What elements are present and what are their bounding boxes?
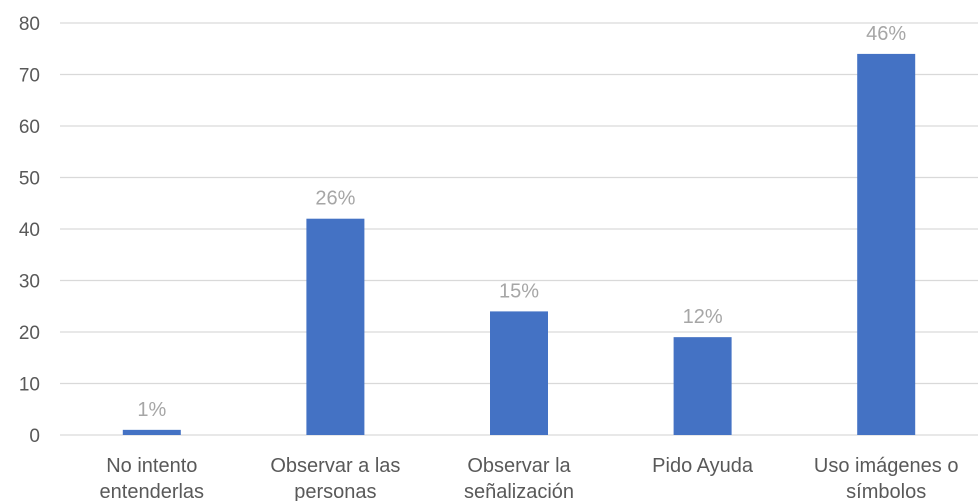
x-tick-label-line: Pido Ayuda	[652, 455, 754, 477]
y-tick-label: 0	[29, 426, 40, 447]
x-tick-label-line: No intento	[106, 455, 197, 477]
x-tick-label: No intento entenderlas	[100, 455, 205, 501]
x-tick-label-line: entenderlas	[100, 481, 205, 501]
data-label: 12%	[683, 306, 723, 328]
x-tick-label-line: personas	[294, 481, 376, 501]
bar	[673, 337, 732, 435]
bars	[122, 53, 916, 436]
y-tick-label: 80	[19, 14, 40, 35]
y-tick-label: 60	[19, 117, 40, 138]
x-tick-label: Observar a las personas	[270, 455, 400, 501]
x-tick-label-line: Observar a las	[270, 455, 400, 477]
bar	[490, 311, 548, 435]
data-label: 1%	[137, 399, 166, 421]
x-tick-label-line: Uso imágenes o	[814, 455, 959, 477]
y-tick-label: 70	[19, 66, 40, 87]
x-axis-tick-labels: No intento entenderlas Observar a las perso…	[100, 455, 959, 501]
y-tick-label: 10	[19, 375, 40, 396]
y-tick-label: 40	[19, 220, 40, 241]
bar	[122, 429, 181, 435]
data-label: 15%	[499, 280, 539, 302]
y-tick-label: 30	[19, 272, 40, 293]
bar	[306, 218, 365, 435]
y-tick-label: 20	[19, 323, 40, 344]
x-tick-label: Pido Ayuda	[652, 455, 754, 477]
x-tick-label: Observar la señalización	[464, 455, 574, 501]
data-labels: 1% 26% 15% 12% 46%	[137, 23, 906, 421]
x-tick-label-line: señalización	[464, 481, 574, 501]
x-tick-label: Uso imágenes o símbolos	[814, 455, 959, 501]
gridlines	[60, 22, 978, 436]
bar	[857, 53, 916, 436]
data-label: 46%	[866, 23, 906, 45]
y-axis-tick-labels: 0 10 20 30 40 50 60 70 80	[19, 14, 40, 447]
x-tick-label-line: Observar la	[467, 455, 571, 477]
data-label: 26%	[315, 188, 355, 210]
x-tick-label-line: símbolos	[846, 481, 926, 501]
y-tick-label: 50	[19, 169, 40, 190]
